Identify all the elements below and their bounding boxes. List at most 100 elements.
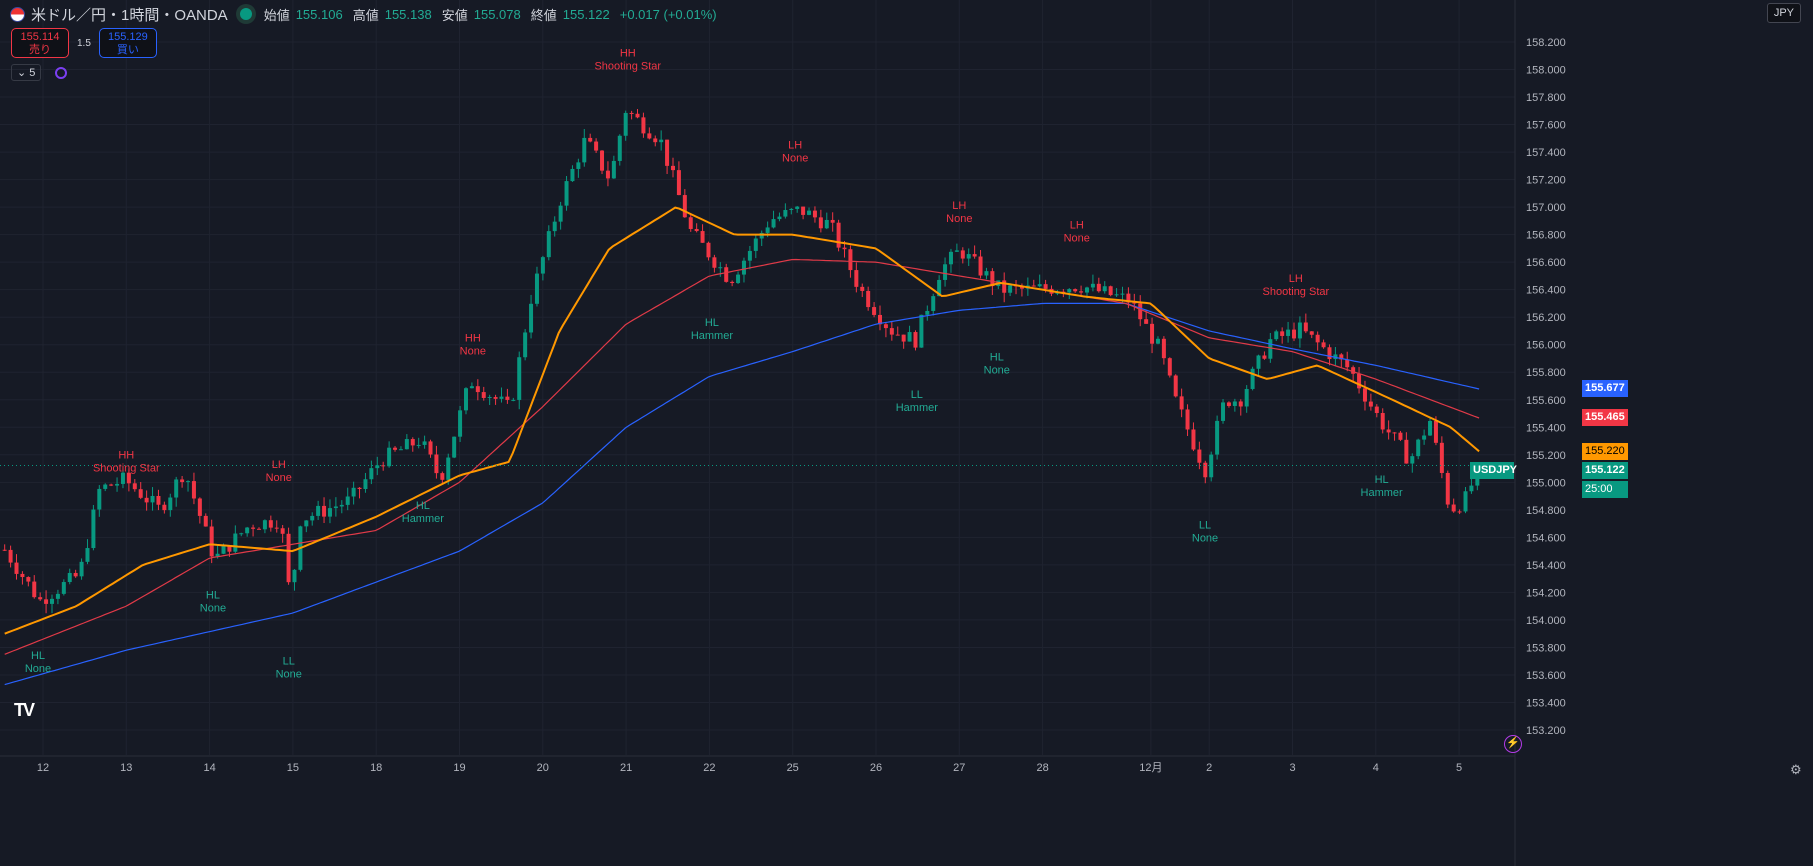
candle-body: [381, 465, 386, 467]
candle-body: [795, 206, 800, 209]
candle: [191, 472, 196, 505]
buy-button[interactable]: 155.129 買い: [98, 28, 157, 58]
candle: [730, 280, 735, 287]
y-tick-label: 158.200: [1526, 37, 1566, 49]
pattern-label-type: HH: [620, 48, 636, 60]
candle-body: [511, 399, 516, 401]
candle-body: [280, 528, 285, 534]
y-tick-label: 155.000: [1526, 477, 1566, 489]
sync-icon[interactable]: [55, 66, 68, 79]
candle-body: [907, 332, 912, 342]
candle-body: [174, 479, 179, 498]
candle-body: [558, 205, 563, 222]
symbol-title[interactable]: 米ドル／円・1時間・OANDA: [31, 6, 228, 24]
buy-label: 買い: [116, 44, 139, 56]
candle: [404, 434, 409, 450]
candle: [393, 446, 398, 452]
indicators-collapse-button[interactable]: ⌄ 5: [11, 64, 42, 81]
sell-button[interactable]: 155.114 売り: [11, 28, 69, 58]
candle: [1428, 418, 1433, 436]
candle-body: [641, 117, 646, 134]
market-open-icon: [239, 8, 252, 20]
candle-body: [162, 504, 167, 511]
candle-body: [623, 112, 628, 136]
candle-body: [91, 509, 96, 549]
pattern-label-name: None: [782, 153, 808, 165]
candle-body: [523, 332, 528, 358]
candle: [588, 133, 593, 143]
candle: [97, 485, 102, 517]
lightning-icon[interactable]: ⚡: [1504, 735, 1522, 753]
pattern-label-type: LH: [788, 140, 802, 152]
settings-icon[interactable]: ⚙: [1790, 762, 1802, 777]
candle-body: [759, 232, 764, 239]
candle-body: [144, 497, 149, 503]
pattern-label-name: None: [266, 472, 292, 484]
candle: [759, 230, 764, 247]
candle-body: [251, 527, 256, 529]
candle-body: [546, 231, 551, 258]
y-tick-label: 157.200: [1526, 175, 1566, 187]
candle-body: [410, 439, 415, 446]
candle: [866, 286, 871, 311]
candle: [274, 520, 279, 533]
pattern-label-name: None: [1064, 233, 1090, 245]
candle: [463, 387, 468, 415]
candle: [351, 481, 356, 505]
candle-body: [1185, 409, 1190, 430]
open-label: 始値: [263, 7, 290, 23]
candle: [304, 520, 309, 533]
y-tick-label: 153.200: [1526, 725, 1566, 737]
candle: [824, 212, 829, 230]
candle: [1155, 336, 1160, 345]
y-tick-label: 158.000: [1526, 65, 1566, 77]
tradingview-logo[interactable]: TV: [14, 700, 35, 720]
candle: [67, 568, 72, 585]
candle-body: [138, 489, 143, 498]
y-tick-label: 155.400: [1526, 422, 1566, 434]
x-tick-label: 21: [620, 762, 632, 774]
candle: [511, 397, 516, 402]
candle: [452, 436, 457, 459]
candle-body: [665, 139, 670, 166]
x-tick-label: 25: [787, 762, 799, 774]
us-flag-icon: [10, 6, 25, 22]
pattern-label-type: HH: [465, 332, 481, 344]
x-tick-label: 18: [370, 762, 382, 774]
x-tick-label: 2: [1206, 762, 1212, 774]
candle: [872, 302, 877, 318]
candle-body: [605, 170, 610, 179]
candle-body: [1463, 491, 1468, 512]
candle-body: [517, 357, 522, 400]
candle-body: [469, 386, 474, 389]
candle-body: [1309, 331, 1314, 335]
y-tick-label: 157.400: [1526, 147, 1566, 159]
candle: [115, 477, 120, 492]
x-tick-label: 3: [1289, 762, 1295, 774]
currency-button[interactable]: JPY: [1766, 3, 1801, 23]
candle-body: [115, 483, 120, 486]
candle-body: [1351, 367, 1356, 374]
candle-body: [310, 515, 315, 521]
x-tick-label: 20: [537, 762, 549, 774]
candle-body: [333, 506, 338, 509]
candle-body: [1090, 283, 1095, 288]
candle-body: [777, 216, 782, 220]
candle: [1416, 438, 1421, 460]
candle: [1073, 288, 1078, 293]
candle: [345, 487, 350, 511]
candle: [1179, 388, 1184, 418]
candle: [286, 527, 291, 585]
candle: [1280, 327, 1285, 344]
candle: [1410, 453, 1415, 473]
candle-body: [931, 296, 936, 311]
y-tick-label: 153.800: [1526, 642, 1566, 654]
candle-body: [801, 206, 806, 215]
candle: [1232, 398, 1237, 412]
candle-body: [1215, 420, 1220, 455]
candle-body: [1037, 284, 1042, 287]
change-value: +0.017 (+0.01%): [619, 6, 717, 22]
candle-body: [877, 314, 882, 325]
candle-body: [789, 208, 794, 211]
